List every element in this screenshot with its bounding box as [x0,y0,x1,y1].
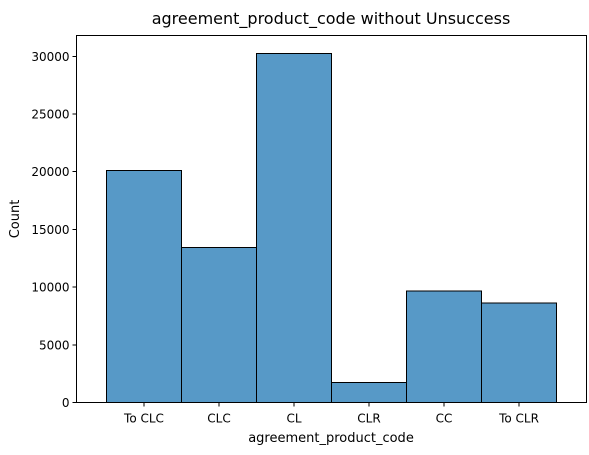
bar-to-clr [482,303,557,402]
x-tick-label: To CLC [123,412,164,426]
bar-to-clc [107,171,182,403]
x-tick-label: To CLR [498,412,539,426]
y-axis: 0 5000 10000 15000 20000 25000 30000 [31,50,76,410]
x-axis-label: agreement_product_code [248,431,414,446]
x-tick-label: CC [436,412,453,426]
x-axis: To CLC CLC CL CLR CC To CLR [123,403,539,426]
y-tick-label: 15000 [31,223,69,237]
bar-clr [332,382,407,402]
bar-cc [407,291,482,402]
chart-title: agreement_product_code without Unsuccess [152,9,511,29]
y-tick-label: 5000 [39,338,70,352]
y-tick-label: 10000 [31,281,69,295]
x-tick-label: CL [286,412,301,426]
x-tick-label: CLC [207,412,230,426]
y-tick-label: 30000 [31,50,69,64]
bar-cl [257,53,332,402]
y-tick-label: 25000 [31,107,69,121]
y-axis-label: Count [8,200,23,239]
x-tick-label: CLR [357,412,380,426]
y-tick-label: 20000 [31,165,69,179]
bars-group [107,53,557,402]
y-tick-label: 0 [62,396,70,410]
bar-clc [182,247,257,402]
